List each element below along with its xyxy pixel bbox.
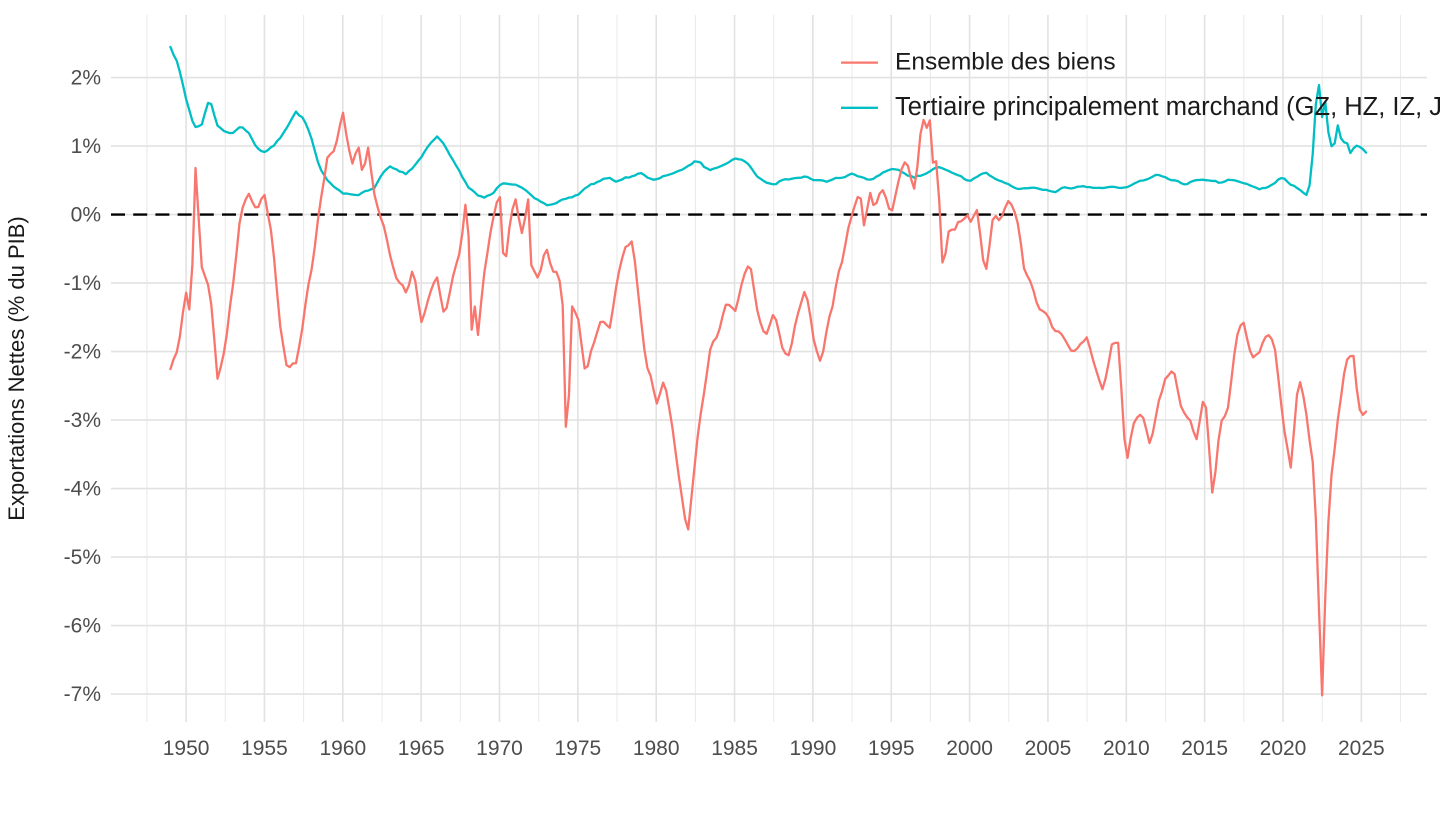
svg-text:1995: 1995: [868, 737, 915, 760]
svg-text:2%: 2%: [71, 67, 101, 90]
svg-text:2015: 2015: [1181, 737, 1228, 760]
svg-text:1950: 1950: [163, 737, 210, 760]
svg-text:Ensemble des biens: Ensemble des biens: [895, 49, 1116, 76]
svg-text:2020: 2020: [1260, 737, 1307, 760]
svg-text:0%: 0%: [71, 204, 101, 227]
svg-text:-3%: -3%: [64, 409, 101, 432]
svg-text:-7%: -7%: [64, 683, 101, 706]
svg-text:2010: 2010: [1103, 737, 1150, 760]
svg-text:1985: 1985: [711, 737, 758, 760]
svg-text:-1%: -1%: [64, 272, 101, 295]
svg-text:1970: 1970: [476, 737, 523, 760]
svg-text:-6%: -6%: [64, 615, 101, 638]
svg-text:1955: 1955: [241, 737, 288, 760]
svg-text:-5%: -5%: [64, 546, 101, 569]
svg-text:1975: 1975: [554, 737, 601, 760]
svg-text:1960: 1960: [319, 737, 366, 760]
svg-text:1%: 1%: [71, 135, 101, 158]
svg-text:Exportations Nettes (% du PIB): Exportations Nettes (% du PIB): [4, 216, 29, 520]
svg-text:-2%: -2%: [64, 341, 101, 364]
svg-text:1980: 1980: [633, 737, 680, 760]
svg-text:-4%: -4%: [64, 478, 101, 501]
svg-text:1965: 1965: [398, 737, 445, 760]
svg-text:2025: 2025: [1338, 737, 1385, 760]
svg-text:2000: 2000: [946, 737, 993, 760]
svg-text:Tertiaire principalement march: Tertiaire principalement marchand (GZ, H…: [895, 93, 1440, 121]
svg-text:2005: 2005: [1025, 737, 1072, 760]
svg-text:1990: 1990: [790, 737, 837, 760]
